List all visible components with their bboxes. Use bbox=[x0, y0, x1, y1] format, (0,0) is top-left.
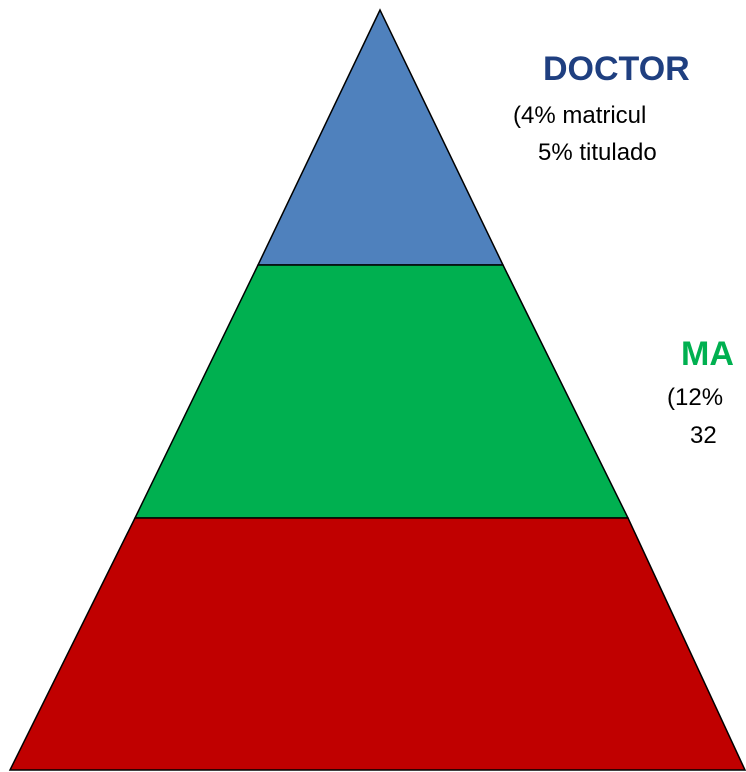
level-line: (4% matricul bbox=[513, 102, 646, 129]
pyramid-middle bbox=[133, 264, 630, 519]
pyramid-top bbox=[256, 8, 505, 266]
level-title: MA bbox=[681, 335, 734, 373]
level-line: 5% titulado bbox=[538, 139, 657, 166]
level-title: DOCTOR bbox=[543, 50, 690, 88]
pyramid-bottom bbox=[8, 517, 746, 771]
level-line: 32 bbox=[690, 422, 717, 449]
level-line: (12% bbox=[667, 384, 723, 411]
